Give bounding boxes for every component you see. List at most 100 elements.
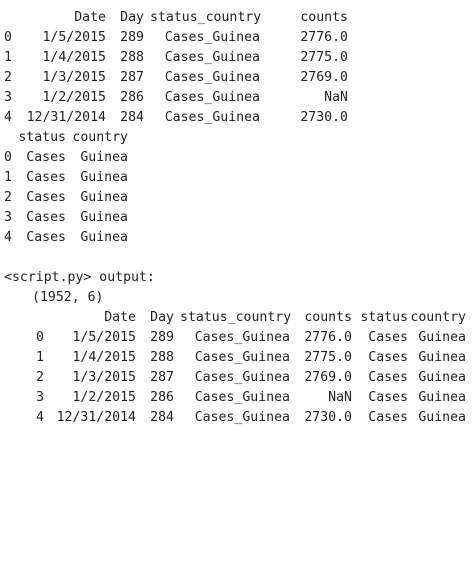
df3-cell-country: Guinea [418,350,466,365]
df3-cell-status: Cases [368,350,408,365]
df2-cell-status: Cases [26,150,66,165]
df1-cell-date: 1/4/2015 [42,50,106,65]
df3-cell-day: 288 [150,350,174,365]
df3-row-index: 2 [36,370,44,385]
df3-cell-date: 1/4/2015 [72,350,136,365]
df2-cell-country: Guinea [80,210,128,225]
df3-cell-counts: 2775.0 [304,350,352,365]
shape-text: (1952, 6) [32,290,104,305]
df3-cell-country: Guinea [418,370,466,385]
df2-cell-country: Guinea [80,150,128,165]
output-label-text: <script.py> output: [4,270,155,285]
df3-cell-status: Cases [368,370,408,385]
df3-col-country: country [410,310,466,325]
df1-cell-date: 1/5/2015 [42,30,106,45]
df2-row-index: 4 [4,230,12,245]
df3-cell-day: 289 [150,330,174,345]
df1-row-index: 2 [4,70,12,85]
df2-row-index: 1 [4,170,12,185]
df2-row: 1 Cases Guinea [0,168,128,188]
df3-cell-counts: 2776.0 [304,330,352,345]
df1-cell-status-country: Cases_Guinea [164,30,260,45]
df2-row-index: 3 [4,210,12,225]
df3-col-status: status [360,310,408,325]
df2-cell-status: Cases [26,230,66,245]
df1-row: 0 1/5/2015 289 Cases_Guinea 2776.0 [0,28,348,48]
df3-cell-counts: 2730.0 [304,410,352,425]
df1-header: Date Day status_country counts [0,8,348,28]
df3-cell-day: 284 [150,410,174,425]
df3-cell-date: 1/5/2015 [72,330,136,345]
df1-cell-status-country: Cases_Guinea [164,70,260,85]
df1-cell-day: 287 [120,70,144,85]
df3-row-index: 3 [36,390,44,405]
df1-row-index: 4 [4,110,12,125]
df3-row: 2 1/3/2015 287 Cases_Guinea 2769.0 Cases… [0,368,466,388]
df2-row: 3 Cases Guinea [0,208,128,228]
df1-cell-day: 289 [120,30,144,45]
df3-col-day: Day [150,310,174,325]
df2-row-index: 0 [4,150,12,165]
df2-col-status: status [18,130,66,145]
df3-cell-country: Guinea [418,330,466,345]
df3-cell-status-country: Cases_Guinea [194,330,290,345]
df1-col-status-country: status_country [150,10,262,25]
df1-cell-date: 1/2/2015 [42,90,106,105]
df3-row: 4 12/31/2014 284 Cases_Guinea 2730.0 Cas… [0,408,466,428]
df3-cell-counts: NaN [328,390,352,405]
df2-header: status country [0,128,128,148]
df3-cell-status: Cases [368,410,408,425]
df3-row-index: 4 [36,410,44,425]
df1-row-index: 1 [4,50,12,65]
df3-row-index: 0 [36,330,44,345]
df3-cell-country: Guinea [418,410,466,425]
df2-row-index: 2 [4,190,12,205]
df2-cell-status: Cases [26,210,66,225]
df3-cell-day: 286 [150,390,174,405]
df1-cell-date: 1/3/2015 [42,70,106,85]
df3-cell-day: 287 [150,370,174,385]
df1-cell-day: 288 [120,50,144,65]
df3-cell-date: 1/2/2015 [72,390,136,405]
df1-col-counts: counts [300,10,348,25]
df1-cell-day: 284 [120,110,144,125]
df2-row: 4 Cases Guinea [0,228,128,248]
df1-cell-counts: NaN [324,90,348,105]
script-output-label: <script.py> output: [0,268,155,288]
df3-cell-status: Cases [368,390,408,405]
df3-row: 0 1/5/2015 289 Cases_Guinea 2776.0 Cases… [0,328,466,348]
df1-cell-counts: 2776.0 [300,30,348,45]
df1-cell-counts: 2775.0 [300,50,348,65]
df2-row: 0 Cases Guinea [0,148,128,168]
df2-cell-status: Cases [26,170,66,185]
df1-cell-date: 12/31/2014 [26,110,106,125]
df3-row-index: 1 [36,350,44,365]
df3-cell-date: 1/3/2015 [72,370,136,385]
df1-col-date: Date [74,10,106,25]
df3-cell-status: Cases [368,330,408,345]
df3-cell-status-country: Cases_Guinea [194,410,290,425]
df1-cell-status-country: Cases_Guinea [164,110,260,125]
df1-row-index: 3 [4,90,12,105]
df2-cell-country: Guinea [80,230,128,245]
df2-cell-country: Guinea [80,170,128,185]
df3-row: 1 1/4/2015 288 Cases_Guinea 2775.0 Cases… [0,348,466,368]
df1-row: 3 1/2/2015 286 Cases_Guinea NaN [0,88,348,108]
df3-cell-country: Guinea [418,390,466,405]
shape-output: (1952, 6) [0,288,103,308]
df3-header: Date Day status_country counts status co… [0,308,466,328]
df1-row-index: 0 [4,30,12,45]
df3-cell-date: 12/31/2014 [56,410,136,425]
df3-col-date: Date [104,310,136,325]
df3-col-status-country: status_country [180,310,292,325]
df1-cell-status-country: Cases_Guinea [164,90,260,105]
df1-cell-day: 286 [120,90,144,105]
df1-cell-counts: 2730.0 [300,110,348,125]
df1-row: 2 1/3/2015 287 Cases_Guinea 2769.0 [0,68,348,88]
df1-cell-status-country: Cases_Guinea [164,50,260,65]
df1-cell-counts: 2769.0 [300,70,348,85]
df3-cell-status-country: Cases_Guinea [194,390,290,405]
df3-col-counts: counts [304,310,352,325]
df3-cell-status-country: Cases_Guinea [194,370,290,385]
df3-cell-counts: 2769.0 [304,370,352,385]
